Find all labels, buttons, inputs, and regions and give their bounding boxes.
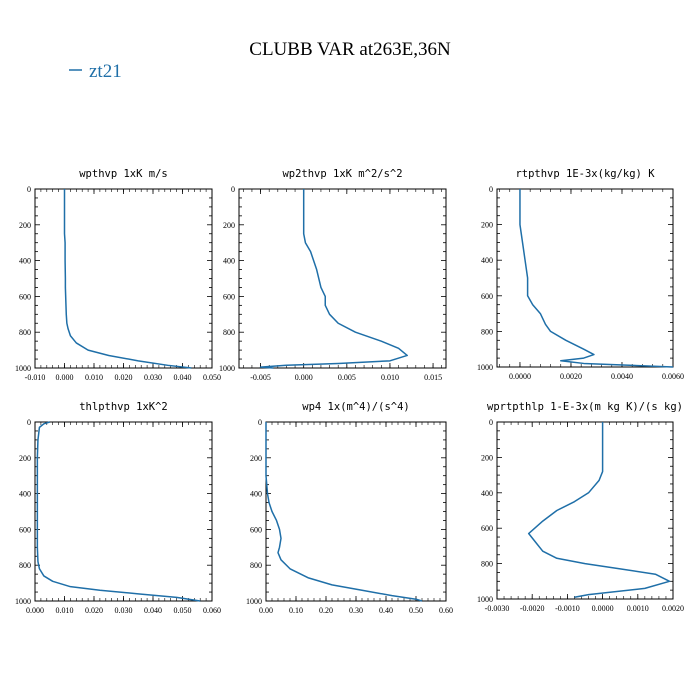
y-tick-label: 800 [223, 328, 235, 337]
series-line [63, 189, 192, 369]
y-tick-label: 600 [19, 525, 31, 534]
legend: zt21 [69, 61, 122, 82]
x-tick-label: 0.005 [338, 373, 356, 382]
x-tick-label: 0.30 [349, 606, 363, 615]
panel-title: wprtpthlp 1-E-3x(m kg K)/(s kg) [487, 401, 683, 413]
y-tick-label: 800 [250, 561, 262, 570]
x-tick-label: 0.0020 [560, 372, 582, 381]
x-tick-label: 0.050 [174, 606, 192, 615]
y-tick-label: 400 [19, 257, 31, 266]
series-line [519, 189, 674, 368]
x-tick-label: 0.20 [319, 606, 333, 615]
y-tick-label: 200 [250, 454, 262, 463]
panel-1: wpthvp 1xK m/s 0 200 400 600 800 1000-0.010 0.0… [15, 168, 221, 382]
y-tick-label: 1000 [477, 363, 493, 372]
x-tick-label: 0.010 [56, 606, 74, 615]
y-tick-label: 800 [481, 560, 493, 569]
x-tick-label: 0.000 [26, 606, 44, 615]
y-tick-label: 800 [481, 327, 493, 336]
y-tick-label: 0 [27, 418, 31, 427]
x-tick-label: 0.020 [115, 373, 133, 382]
y-tick-label: 600 [19, 292, 31, 301]
panel-title: wp2thvp 1xK m^2/s^2 [282, 168, 402, 180]
x-tick-label: 0.010 [85, 373, 103, 382]
panel-title: rtpthvp 1E-3x(kg/kg) K [515, 168, 655, 180]
y-tick-label: 400 [19, 490, 31, 499]
x-tick-label: 0.0000 [509, 372, 531, 381]
y-tick-label: 400 [481, 489, 493, 498]
x-tick-label: 0.000 [56, 373, 74, 382]
x-tick-label: 0.020 [85, 606, 103, 615]
y-tick-label: 1000 [246, 597, 262, 606]
x-tick-label: 0.010 [381, 373, 399, 382]
series-line [265, 422, 423, 602]
x-tick-label: 0.000 [295, 373, 313, 382]
x-tick-label: 0.0010 [627, 604, 649, 613]
y-tick-label: 600 [481, 292, 493, 301]
legend-label: zt21 [89, 61, 122, 82]
panel-2: wp2thvp 1xK m^2/s^2 0 200 400 600 800 1000 -0.0… [219, 168, 447, 382]
y-tick-label: 0 [231, 185, 235, 194]
figure-title: CLUBB VAR at263E,36N [249, 39, 451, 60]
x-tick-label: 0.050 [203, 373, 221, 382]
x-tick-label: -0.010 [25, 373, 46, 382]
x-tick-label: -0.0010 [555, 604, 580, 613]
x-tick-label: -0.0020 [520, 604, 545, 613]
y-tick-label: 800 [19, 561, 31, 570]
x-tick-label: 0.030 [144, 373, 162, 382]
panel-3: rtpthvp 1E-3x(kg/kg) K 0 200 400 600 800 1000 0… [477, 168, 684, 381]
y-tick-label: 0 [258, 418, 262, 427]
y-tick-label: 600 [250, 525, 262, 534]
y-tick-label: 1000 [15, 364, 31, 373]
x-tick-label: -0.0030 [485, 604, 510, 613]
y-tick-label: 0 [489, 185, 493, 194]
x-tick-label: 0.0000 [592, 604, 614, 613]
series-line [36, 421, 201, 602]
x-tick-label: 0.50 [409, 606, 423, 615]
x-tick-label: 0.10 [289, 606, 303, 615]
panel-title: thlpthvp 1xK^2 [79, 401, 168, 413]
x-tick-label: 0.015 [424, 373, 442, 382]
x-tick-label: 0.0060 [662, 372, 684, 381]
x-tick-label: 0.0040 [611, 372, 633, 381]
y-tick-label: 200 [223, 221, 235, 230]
y-tick-label: 1000 [15, 597, 31, 606]
panel-title: wpthvp 1xK m/s [79, 168, 168, 180]
x-tick-label: 0.030 [115, 606, 133, 615]
series-line [527, 422, 671, 598]
x-tick-label: 0.0020 [662, 604, 684, 613]
x-tick-label: 0.40 [379, 606, 393, 615]
y-tick-label: 1000 [477, 595, 493, 604]
y-tick-label: 600 [223, 292, 235, 301]
x-tick-label: 0.040 [144, 606, 162, 615]
y-tick-label: 0 [27, 185, 31, 194]
y-tick-label: 200 [481, 453, 493, 462]
x-tick-label: -0.005 [250, 373, 271, 382]
x-tick-label: 0.060 [203, 606, 221, 615]
x-tick-label: 0.040 [174, 373, 192, 382]
panel-6: wprtpthlp 1-E-3x(m kg K)/(s kg) 0 200 400 60… [477, 401, 684, 613]
series-line [259, 189, 408, 369]
y-tick-label: 400 [223, 257, 235, 266]
y-tick-label: 800 [19, 328, 31, 337]
panel-title: wp4 1x(m^4)/(s^4) [302, 401, 409, 413]
y-tick-label: 0 [489, 418, 493, 427]
x-tick-label: 0.60 [439, 606, 453, 615]
y-tick-label: 400 [481, 256, 493, 265]
y-tick-label: 600 [481, 524, 493, 533]
y-tick-label: 1000 [219, 364, 235, 373]
y-tick-label: 400 [250, 490, 262, 499]
y-tick-label: 200 [481, 221, 493, 230]
x-tick-label: 0.00 [259, 606, 273, 615]
y-tick-label: 200 [19, 454, 31, 463]
y-tick-label: 200 [19, 221, 31, 230]
